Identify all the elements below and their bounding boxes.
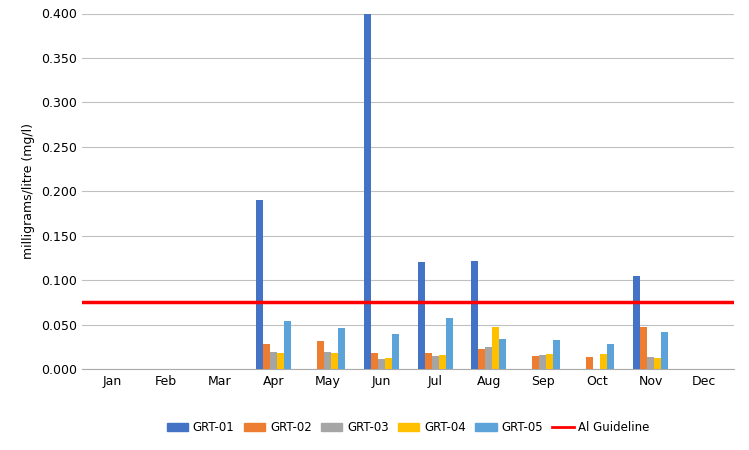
Bar <box>493 327 500 369</box>
Bar <box>263 344 270 369</box>
Bar <box>392 334 398 369</box>
Bar <box>471 261 479 369</box>
Bar <box>338 328 345 369</box>
Bar <box>256 200 263 369</box>
Bar <box>377 359 385 369</box>
Bar <box>640 327 647 369</box>
Bar <box>500 339 506 369</box>
Bar <box>331 353 338 369</box>
Bar <box>554 340 560 369</box>
Bar <box>317 341 324 369</box>
Bar <box>431 356 439 369</box>
Legend: GRT-01, GRT-02, GRT-03, GRT-04, GRT-05, Al Guideline: GRT-01, GRT-02, GRT-03, GRT-04, GRT-05, … <box>167 421 649 434</box>
Bar <box>539 355 546 369</box>
Bar <box>364 14 371 369</box>
Bar <box>485 347 493 369</box>
Bar <box>277 353 284 369</box>
Bar <box>385 358 392 369</box>
Bar <box>647 357 654 369</box>
Bar <box>654 358 661 369</box>
Bar <box>270 352 277 369</box>
Bar <box>425 353 431 369</box>
Bar <box>479 350 485 369</box>
Bar <box>446 318 452 369</box>
Bar <box>661 332 668 369</box>
Bar <box>371 353 377 369</box>
Bar <box>633 276 640 369</box>
Bar <box>439 355 446 369</box>
Bar <box>533 356 539 369</box>
Bar <box>324 352 331 369</box>
Y-axis label: milligrams/litre (mg/l): milligrams/litre (mg/l) <box>22 123 35 259</box>
Bar <box>284 321 291 369</box>
Bar <box>586 357 593 369</box>
Bar <box>418 262 425 369</box>
Bar <box>607 344 614 369</box>
Bar <box>600 354 607 369</box>
Bar <box>546 354 554 369</box>
